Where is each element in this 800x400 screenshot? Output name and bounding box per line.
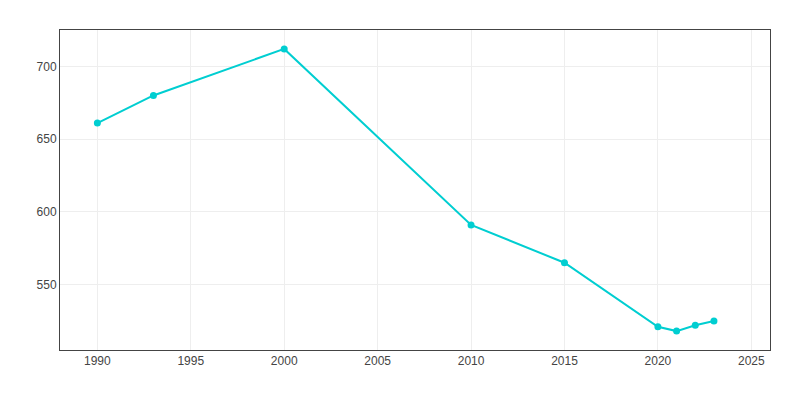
svg-text:600: 600: [37, 205, 57, 219]
svg-text:550: 550: [37, 278, 57, 292]
svg-text:2005: 2005: [364, 354, 391, 368]
svg-text:2010: 2010: [458, 354, 485, 368]
svg-text:2025: 2025: [738, 354, 765, 368]
svg-text:2000: 2000: [271, 354, 298, 368]
svg-text:1995: 1995: [177, 354, 204, 368]
svg-text:700: 700: [37, 60, 57, 74]
svg-text:650: 650: [37, 132, 57, 146]
svg-text:1990: 1990: [84, 354, 111, 368]
svg-text:2020: 2020: [645, 354, 672, 368]
svg-text:2015: 2015: [551, 354, 578, 368]
